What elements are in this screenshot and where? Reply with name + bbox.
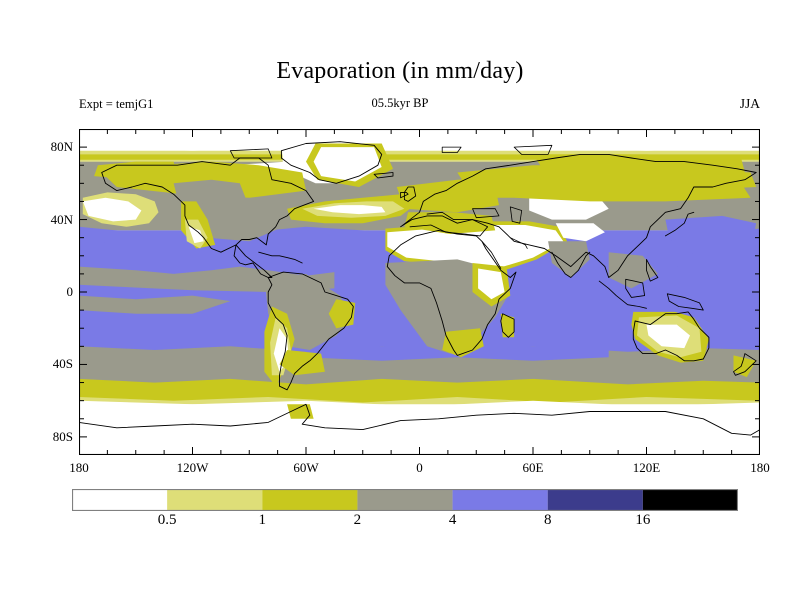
band-siberia-olive — [533, 154, 745, 173]
y-tick-label: 0 — [66, 284, 74, 299]
coastline-madagascar — [500, 313, 515, 338]
band-arctic-white — [79, 129, 760, 151]
y-tick-label: 40N — [50, 211, 73, 227]
colorbar-tick-label: 1 — [258, 512, 267, 528]
x-tick-label: 60E — [522, 460, 544, 475]
band-madagascar-olive — [500, 313, 515, 338]
band-nz-olive — [733, 355, 757, 378]
y-tick-label: 40S — [52, 356, 73, 372]
subtitle: 05.5kyr BP — [371, 96, 429, 110]
contour-bands — [79, 129, 760, 455]
band-spacific-khaki — [79, 295, 231, 314]
coastline-mediterranean — [409, 211, 489, 237]
coastline-sumatra-java — [598, 280, 647, 309]
coastline-antarctica — [79, 403, 760, 436]
coastline-greenland — [280, 141, 383, 184]
coastline-persian-gulf — [509, 237, 528, 249]
band-patagonia-olive — [279, 350, 325, 376]
coastline-canadian-arctic — [229, 148, 273, 159]
colorbar-band — [72, 489, 168, 511]
colorbar-band — [167, 489, 263, 511]
coastline-svalbard — [441, 146, 462, 153]
band-sh-olive-2 — [79, 378, 760, 401]
band-tibet-white — [555, 223, 605, 242]
coastline-philippines — [646, 258, 659, 282]
x-tick-label: 180 — [750, 460, 770, 475]
coastline-caspian-sea — [509, 206, 523, 224]
x-tick-label: 120W — [176, 460, 209, 475]
coastline-eurasia — [400, 153, 757, 278]
coastline-new-zealand — [733, 353, 757, 376]
band-westcoast-white — [188, 226, 204, 244]
coastline-caribbean — [258, 251, 303, 264]
colorbar-outline — [72, 489, 738, 511]
colorbar-tick-label: 16 — [635, 512, 651, 528]
coastline-new-guinea — [666, 293, 704, 311]
colorbar-swatches — [72, 489, 738, 511]
coastline-india — [551, 251, 591, 278]
coastline-layer — [79, 141, 760, 436]
coastline-north-america — [101, 157, 315, 278]
y-tick-label: 80N — [50, 139, 73, 155]
colorbar-band — [452, 489, 548, 511]
map-field-layer — [79, 129, 760, 455]
coastline-ireland — [400, 191, 409, 199]
band-nwpacific-blue — [665, 215, 757, 245]
band-eafrica-white-core — [478, 268, 505, 300]
band-sahara-white-core — [387, 225, 564, 269]
coastline-borneo — [625, 278, 646, 298]
band-europe-olive — [400, 183, 499, 213]
band-medit-olive — [404, 212, 496, 234]
x-tick-label: 120E — [632, 460, 661, 475]
colorbar-tick-label: 0.5 — [157, 512, 177, 528]
page-title: Evaporation (in mm/day) — [276, 58, 524, 84]
coastline-red-sea — [481, 240, 502, 269]
evaporation-map — [79, 129, 760, 455]
coastline-japan — [664, 211, 695, 237]
colorbar-tick-label: 4 — [448, 512, 457, 528]
colorbar-band — [547, 489, 643, 511]
season-label: JJA — [739, 96, 760, 111]
x-tick-label: 0 — [416, 460, 423, 475]
experiment-label: Expt = temjG1 — [79, 97, 154, 111]
coastline-great-britain — [403, 186, 417, 202]
band-australia-white — [646, 324, 690, 349]
band-npacific-white — [82, 197, 142, 222]
colorbar-band — [642, 489, 738, 511]
colorbar — [72, 489, 738, 511]
coastline-australia — [632, 311, 710, 362]
band-natlantic-white — [313, 205, 386, 215]
colorbar-band — [262, 489, 358, 511]
coastline-iceland — [373, 172, 394, 179]
colorbar-tick-label: 8 — [543, 512, 552, 528]
colorbar-band — [357, 489, 453, 511]
map-plot-area — [79, 129, 760, 455]
plot-frame — [79, 129, 760, 455]
band-safrica-olive — [442, 328, 484, 358]
x-tick-label: 60W — [293, 460, 319, 475]
x-tick-label: 180 — [69, 460, 89, 475]
band-indonesia-khaki — [608, 252, 658, 289]
colorbar-tick-label: 2 — [353, 512, 362, 528]
coastline-south-america — [267, 271, 354, 391]
band-namerica-khaki — [173, 179, 246, 206]
coastline-novaya-zemlya — [513, 144, 553, 155]
coastline-black-sea — [472, 208, 500, 219]
y-tick-label: 80S — [52, 428, 73, 444]
band-antarctica-white-2 — [79, 400, 760, 455]
